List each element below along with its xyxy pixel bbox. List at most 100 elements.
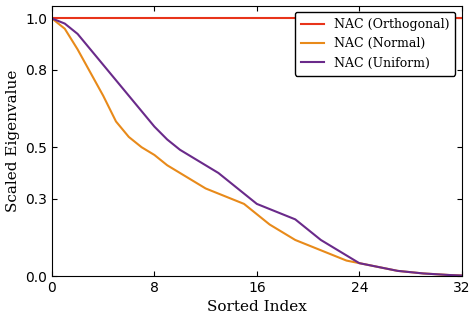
NAC (Normal) <box>318 248 324 252</box>
NAC (Normal) <box>369 264 375 268</box>
NAC (Normal) <box>164 163 170 167</box>
NAC (Orthogonal) <box>407 17 413 20</box>
NAC (Uniform) <box>420 272 426 276</box>
Line: NAC (Normal): NAC (Normal) <box>52 19 462 276</box>
NAC (Uniform) <box>407 270 413 274</box>
NAC (Normal) <box>331 253 337 257</box>
Legend: NAC (Orthogonal), NAC (Normal), NAC (Uniform): NAC (Orthogonal), NAC (Normal), NAC (Uni… <box>295 12 456 76</box>
NAC (Orthogonal) <box>164 17 170 20</box>
NAC (Normal) <box>126 135 132 139</box>
NAC (Orthogonal) <box>88 17 93 20</box>
NAC (Normal) <box>190 179 196 183</box>
NAC (Normal) <box>113 120 119 124</box>
NAC (Orthogonal) <box>395 17 400 20</box>
NAC (Uniform) <box>305 228 311 232</box>
NAC (Normal) <box>357 261 362 265</box>
NAC (Uniform) <box>331 246 337 250</box>
NAC (Uniform) <box>254 202 260 206</box>
NAC (Orthogonal) <box>216 17 221 20</box>
NAC (Orthogonal) <box>100 17 106 20</box>
NAC (Orthogonal) <box>369 17 375 20</box>
NAC (Uniform) <box>382 266 388 270</box>
NAC (Orthogonal) <box>190 17 196 20</box>
NAC (Uniform) <box>88 47 93 51</box>
NAC (Uniform) <box>446 273 452 277</box>
NAC (Orthogonal) <box>139 17 144 20</box>
NAC (Orthogonal) <box>203 17 208 20</box>
NAC (Orthogonal) <box>446 17 452 20</box>
NAC (Uniform) <box>267 207 272 211</box>
NAC (Orthogonal) <box>62 17 68 20</box>
NAC (Normal) <box>62 27 68 31</box>
NAC (Normal) <box>292 238 298 242</box>
NAC (Uniform) <box>279 212 285 216</box>
NAC (Orthogonal) <box>382 17 388 20</box>
Line: NAC (Uniform): NAC (Uniform) <box>52 19 462 276</box>
NAC (Normal) <box>49 17 55 20</box>
NAC (Uniform) <box>357 261 362 265</box>
NAC (Uniform) <box>292 217 298 221</box>
NAC (Orthogonal) <box>331 17 337 20</box>
NAC (Uniform) <box>433 272 439 276</box>
NAC (Uniform) <box>459 274 465 277</box>
NAC (Orthogonal) <box>279 17 285 20</box>
NAC (Orthogonal) <box>113 17 119 20</box>
NAC (Orthogonal) <box>254 17 260 20</box>
NAC (Normal) <box>139 145 144 149</box>
NAC (Uniform) <box>100 63 106 67</box>
NAC (Orthogonal) <box>126 17 132 20</box>
NAC (Orthogonal) <box>344 17 349 20</box>
NAC (Orthogonal) <box>357 17 362 20</box>
NAC (Normal) <box>75 47 80 51</box>
NAC (Uniform) <box>113 78 119 82</box>
NAC (Uniform) <box>139 109 144 113</box>
NAC (Uniform) <box>177 148 183 152</box>
NAC (Orthogonal) <box>292 17 298 20</box>
NAC (Normal) <box>446 273 452 277</box>
NAC (Orthogonal) <box>318 17 324 20</box>
NAC (Normal) <box>151 153 157 157</box>
NAC (Orthogonal) <box>49 17 55 20</box>
NAC (Uniform) <box>228 181 234 185</box>
NAC (Orthogonal) <box>305 17 311 20</box>
NAC (Normal) <box>279 230 285 234</box>
NAC (Normal) <box>241 202 247 206</box>
NAC (Normal) <box>203 187 208 190</box>
NAC (Normal) <box>382 266 388 270</box>
NAC (Orthogonal) <box>459 17 465 20</box>
NAC (Normal) <box>100 94 106 98</box>
NAC (Uniform) <box>49 17 55 20</box>
NAC (Normal) <box>267 223 272 227</box>
NAC (Normal) <box>228 197 234 201</box>
NAC (Uniform) <box>151 125 157 129</box>
NAC (Uniform) <box>369 264 375 268</box>
NAC (Orthogonal) <box>420 17 426 20</box>
NAC (Uniform) <box>190 156 196 159</box>
NAC (Normal) <box>305 243 311 247</box>
NAC (Orthogonal) <box>267 17 272 20</box>
NAC (Orthogonal) <box>151 17 157 20</box>
NAC (Normal) <box>459 274 465 277</box>
NAC (Normal) <box>216 192 221 196</box>
Y-axis label: Scaled Eigenvalue: Scaled Eigenvalue <box>6 70 20 212</box>
NAC (Uniform) <box>126 94 132 98</box>
X-axis label: Sorted Index: Sorted Index <box>207 300 307 315</box>
NAC (Normal) <box>88 71 93 75</box>
NAC (Orthogonal) <box>241 17 247 20</box>
NAC (Orthogonal) <box>177 17 183 20</box>
NAC (Uniform) <box>395 269 400 273</box>
NAC (Normal) <box>254 212 260 216</box>
NAC (Orthogonal) <box>75 17 80 20</box>
NAC (Normal) <box>407 270 413 274</box>
NAC (Uniform) <box>62 22 68 26</box>
NAC (Uniform) <box>241 192 247 196</box>
NAC (Normal) <box>344 259 349 262</box>
NAC (Normal) <box>177 171 183 175</box>
NAC (Normal) <box>420 272 426 276</box>
NAC (Uniform) <box>216 171 221 175</box>
NAC (Normal) <box>395 269 400 273</box>
NAC (Uniform) <box>164 138 170 141</box>
NAC (Orthogonal) <box>433 17 439 20</box>
NAC (Uniform) <box>344 253 349 257</box>
NAC (Uniform) <box>203 163 208 167</box>
